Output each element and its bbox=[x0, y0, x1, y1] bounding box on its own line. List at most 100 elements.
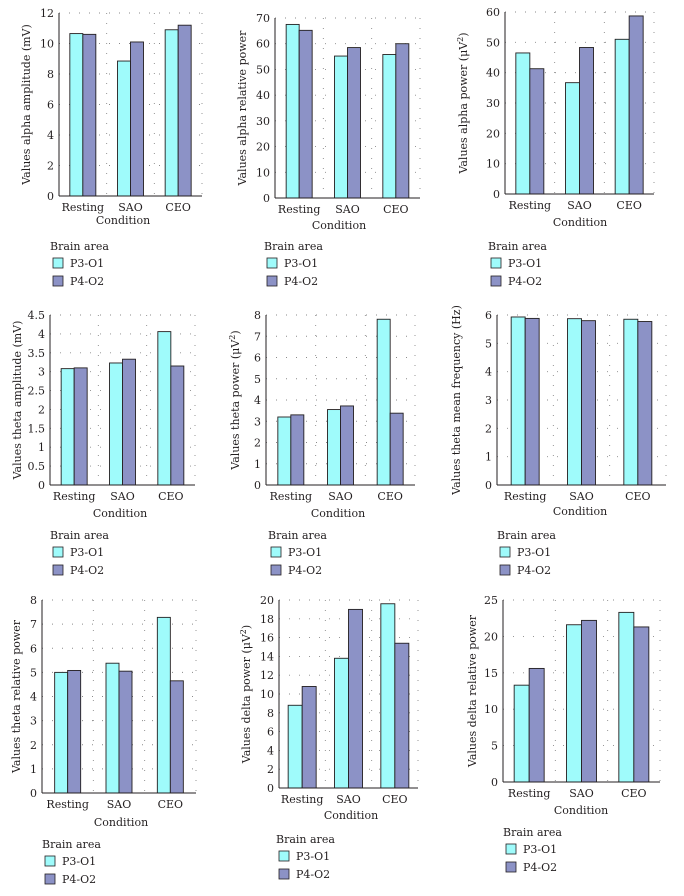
legend-swatch-p4-o2 bbox=[266, 275, 278, 287]
y-tick-label: 5 bbox=[485, 337, 492, 350]
x-tick-label: SAO bbox=[336, 793, 361, 806]
y-tick-label: 70 bbox=[256, 12, 270, 25]
legend-title: Brain area bbox=[42, 838, 101, 851]
y-tick-label: 0 bbox=[254, 479, 261, 492]
legend-item-p3-o1: P3-O1 bbox=[296, 850, 330, 863]
x-axis-label: Condition bbox=[312, 219, 366, 232]
bar-p4-o2-resting bbox=[528, 667, 545, 783]
legend-item-p3-o1: P3-O1 bbox=[523, 843, 557, 856]
bar-p3-o1-resting bbox=[510, 316, 526, 486]
x-tick-label: SAO bbox=[569, 787, 594, 800]
y-tick-label: 10 bbox=[256, 166, 270, 179]
legend-item-p4-o2: P4-O2 bbox=[517, 564, 551, 577]
bar-p4-o2-resting bbox=[524, 317, 540, 486]
bar-p3-o1-resting bbox=[69, 33, 84, 197]
y-tick-label: 50 bbox=[256, 63, 270, 76]
x-tick-label: Resting bbox=[278, 203, 321, 216]
bar-p4-o2-sao bbox=[347, 47, 361, 199]
legend-title: Brain area bbox=[276, 833, 335, 846]
y-tick-label: 2.5 bbox=[28, 385, 46, 398]
y-tick-label: 2 bbox=[30, 739, 37, 752]
bar-p4-o2-sao bbox=[581, 320, 596, 486]
bar-p4-o2-ceo bbox=[633, 626, 650, 783]
y-tick-label: 1 bbox=[254, 458, 261, 471]
y-tick-label: 0.5 bbox=[28, 460, 46, 473]
legend-title: Brain area bbox=[50, 529, 109, 542]
bar-p4-o2-resting bbox=[67, 669, 82, 794]
bar-p4-o2-resting bbox=[298, 29, 313, 199]
y-tick-label: 40 bbox=[486, 67, 500, 80]
bar-p4-o2-sao bbox=[581, 619, 597, 783]
y-tick-label: 8 bbox=[30, 594, 37, 607]
y-tick-label: 60 bbox=[256, 38, 270, 51]
y-tick-label: 8 bbox=[267, 707, 274, 720]
x-tick-label: CEO bbox=[165, 201, 190, 214]
legend-item-p4-o2: P4-O2 bbox=[62, 873, 96, 886]
y-tick-label: 10 bbox=[484, 703, 498, 716]
legend-title: Brain area bbox=[488, 240, 547, 253]
x-tick-label: SAO bbox=[335, 203, 360, 216]
legend-title: Brain area bbox=[268, 529, 327, 542]
y-tick-label: 6 bbox=[254, 352, 261, 365]
bar-p4-o2-ceo bbox=[394, 642, 410, 789]
y-tick-label: 2 bbox=[38, 403, 45, 416]
x-tick-label: SAO bbox=[107, 798, 132, 811]
bar-p3-o1-ceo bbox=[156, 616, 171, 794]
chart-panel-7: 0 1 2 3 4 5 6 7 8 Resting SAO CEO Values theta relat… bbox=[10, 594, 197, 886]
bar-p3-o1-sao bbox=[105, 662, 120, 794]
y-tick-label: 20 bbox=[486, 127, 500, 140]
legend-swatch-p4-o2 bbox=[278, 868, 290, 880]
y-axis-label: Values delta relative power bbox=[466, 614, 479, 768]
y-tick-label: 0 bbox=[491, 776, 498, 789]
y-axis-label: Values alpha amplitude (mV) bbox=[20, 24, 33, 186]
y-tick-label: 15 bbox=[484, 667, 498, 680]
y-tick-label: 3.5 bbox=[28, 347, 46, 360]
y-tick-label: 14 bbox=[260, 650, 274, 663]
y-axis-label: Values theta amplitude (mV) bbox=[11, 321, 24, 481]
bar-p4-o2-ceo bbox=[628, 15, 644, 195]
x-tick-label: SAO bbox=[328, 490, 353, 503]
legend-item-p4-o2: P4-O2 bbox=[288, 564, 322, 577]
y-tick-label: 1.5 bbox=[28, 422, 46, 435]
legend-item-p3-o1: P3-O1 bbox=[62, 855, 96, 868]
bar-p3-o1-ceo bbox=[157, 331, 172, 486]
chart-panel-5: 0 1 2 3 4 5 6 7 8 Resting SAO CEO Values theta power… bbox=[228, 309, 416, 577]
bar-p4-o2-resting bbox=[82, 33, 97, 197]
y-tick-label: 6 bbox=[30, 642, 37, 655]
bar-p4-o2-sao bbox=[340, 405, 354, 486]
legend-title: Brain area bbox=[497, 529, 556, 542]
bar-p4-o2-sao bbox=[122, 358, 136, 486]
chart-panel-4: 0 0.5 1 1.5 2 2.5 3 3.5 4 4.5 Resting SAO CEO Values … bbox=[11, 309, 196, 577]
legend-swatch-p4-o2 bbox=[52, 564, 64, 576]
bar-p3-o1-resting bbox=[515, 52, 531, 195]
bar-p3-o1-sao bbox=[567, 318, 582, 486]
y-tick-label: 3 bbox=[30, 715, 37, 728]
bar-p3-o1-sao bbox=[109, 362, 123, 486]
legend-swatch-p3-o1 bbox=[278, 850, 290, 862]
legend-item-p4-o2: P4-O2 bbox=[523, 861, 557, 874]
y-tick-label: 1 bbox=[30, 763, 37, 776]
y-tick-label: 30 bbox=[256, 115, 270, 128]
legend-item-p4-o2: P4-O2 bbox=[508, 275, 542, 288]
y-tick-label: 3 bbox=[38, 366, 45, 379]
x-tick-label: CEO bbox=[616, 199, 641, 212]
y-tick-label: 4 bbox=[267, 744, 274, 757]
legend-item-p4-o2: P4-O2 bbox=[70, 275, 104, 288]
bar-p4-o2-resting bbox=[301, 686, 317, 789]
x-tick-label: Resting bbox=[62, 201, 105, 214]
y-tick-label: 4 bbox=[30, 691, 37, 704]
legend-swatch-p3-o1 bbox=[266, 257, 278, 269]
bar-p4-o2-sao bbox=[579, 47, 594, 195]
x-axis-label: Condition bbox=[553, 505, 607, 518]
y-tick-label: 1 bbox=[485, 451, 492, 464]
y-tick-label: 40 bbox=[256, 89, 270, 102]
y-tick-label: 3 bbox=[485, 394, 492, 407]
legend-swatch-p4-o2 bbox=[505, 861, 517, 873]
y-tick-label: 5 bbox=[30, 666, 37, 679]
bar-p4-o2-sao bbox=[118, 670, 133, 794]
bar-p3-o1-resting bbox=[277, 416, 292, 486]
bar-p4-o2-sao bbox=[348, 608, 363, 789]
chart-panel-9: 0 5 10 15 20 25 Resting SAO CEO Values delta rela… bbox=[466, 594, 661, 874]
